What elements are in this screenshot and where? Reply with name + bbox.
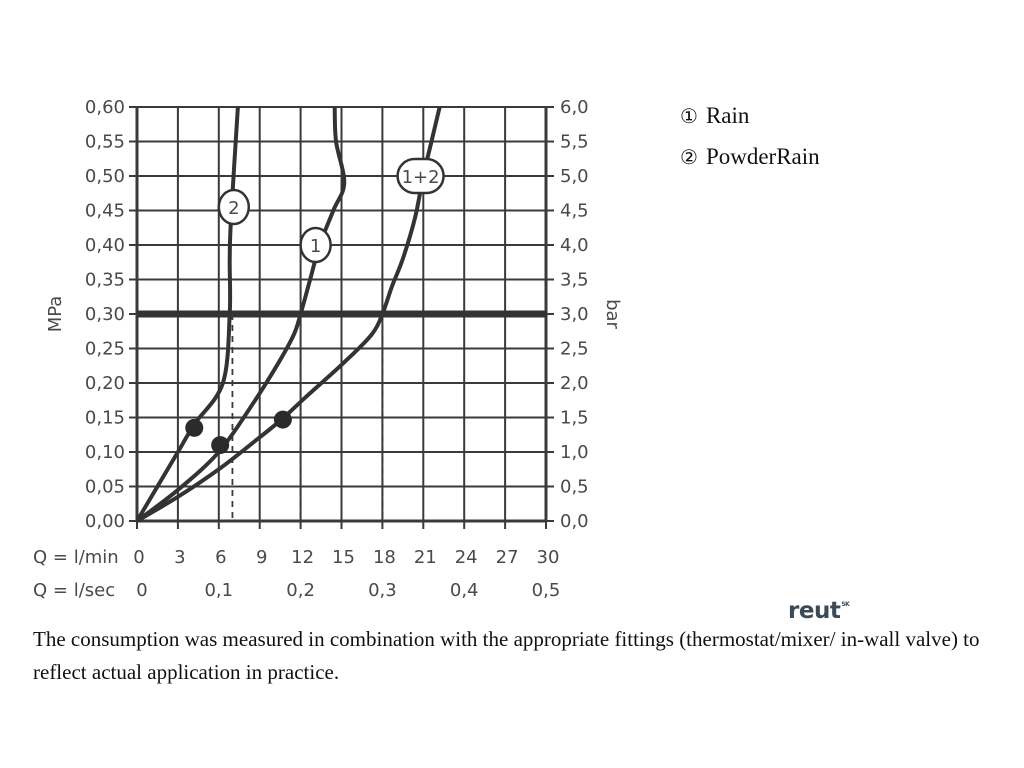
y-left-tick-label: 0,45 [85,201,125,222]
y-left-tick-label: 0,00 [85,511,125,532]
x-tick-label-secondary: 0,2 [286,580,315,601]
x-tick-label-secondary: 0 [136,580,147,601]
x-tick-label-secondary: 0,5 [532,580,561,601]
y-left-tick-label: 0,40 [85,235,125,256]
y-right-tick-label: 3,5 [560,270,589,291]
y-right-tick-label: 5,5 [560,132,589,153]
y-right-tick-label: 4,0 [560,235,589,256]
x-tick-label-primary: 12 [291,547,314,568]
x-axis-label-secondary: Q = l/sec [33,580,115,601]
legend-marker: ② [680,145,698,169]
legend-label: Rain [705,103,750,128]
tick-labels: 0,00 0,00,05 0,50,10 1,00,15 1,50,20 2,00,25 2… [33,97,589,601]
curve-label-1+2: 1+2 [402,167,440,188]
curve-label-bubble-1 [299,226,332,264]
x-tick-label-secondary: 0,4 [450,580,479,601]
y-right-tick-label: 2,0 [560,373,589,394]
marker-dot-1+2 [273,410,292,429]
legend-item-powderrain: ② PowderRain [680,144,820,170]
y-axis-right-label: bar [602,299,623,329]
drop-lines [231,314,384,521]
y-left-tick-label: 0,15 [85,408,125,429]
y-left-tick-label: 0,25 [85,339,125,360]
y-right-tick-label: 1,5 [560,408,589,429]
curves: 2 1 1+2 [135,106,445,523]
curve-label-1: 1 [310,236,321,257]
x-tick-label-primary: 30 [537,547,560,568]
x-tick-label-primary: 6 [215,547,226,568]
y-right-tick-label: 0,0 [560,511,589,532]
y-axis-left-label: MPa [45,296,66,333]
legend-label: PowderRain [705,144,820,169]
x-axis-label-primary: Q = l/min [33,547,119,568]
y-left-tick-label: 0,20 [85,373,125,394]
x-tick-label-primary: 24 [455,547,478,568]
y-right-tick-label: 3,0 [560,304,589,325]
y-right-tick-label: 2,5 [560,339,589,360]
x-tick-label-primary: 27 [496,547,519,568]
marker-dot-2 [185,418,204,437]
y-right-tick-label: 1,0 [560,442,589,463]
y-left-tick-label: 0,60 [85,97,125,118]
x-tick-label-primary: 9 [256,547,267,568]
y-left-tick-label: 0,35 [85,270,125,291]
y-right-tick-label: 6,0 [560,97,589,118]
curve-label-bubble-1+2 [396,157,445,195]
x-tick-label-primary: 18 [373,547,396,568]
caption: The consumption was measured in combinat… [33,627,980,684]
y-left-tick-label: 0,30 [85,304,125,325]
y-right-tick-label: 0,5 [560,477,589,498]
x-tick-label-secondary: 0,1 [204,580,233,601]
curve-label-bubble-2 [217,188,251,226]
logo: reutSK [788,598,850,624]
y-left-tick-label: 0,55 [85,132,125,153]
y-left-tick-label: 0,50 [85,166,125,187]
pressure-flow-chart: 211+2 0,00 0,00,05 0,50,10 1,00,15 1,50,20 2,… [33,97,623,601]
x-tick-label-primary: 3 [174,547,185,568]
x-tick-label-primary: 0 [133,547,144,568]
y-left-tick-label: 0,10 [85,442,125,463]
y-right-tick-label: 5,0 [560,166,589,187]
marker-dot-1 [211,436,230,455]
x-tick-label-secondary: 0,3 [368,580,397,601]
x-tick-label-primary: 21 [414,547,437,568]
curve-label-2: 2 [228,198,239,219]
y-left-tick-label: 0,05 [85,477,125,498]
y-right-tick-label: 4,5 [560,201,589,222]
legend-item-rain: ① Rain [680,103,749,129]
x-tick-label-primary: 15 [332,547,355,568]
legend-marker: ① [680,104,698,128]
